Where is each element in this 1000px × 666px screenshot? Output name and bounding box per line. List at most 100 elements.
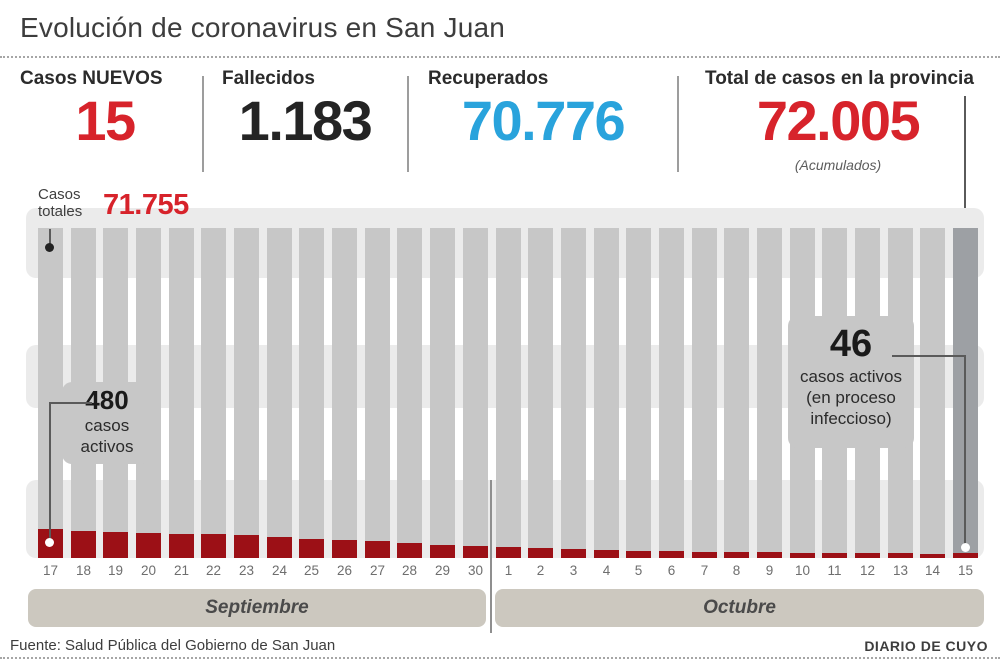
day-label: 29	[434, 563, 451, 578]
total-bar	[561, 228, 586, 558]
day-label: 23	[238, 563, 255, 578]
active-bar	[724, 552, 749, 558]
active-end-connector-v	[964, 355, 966, 545]
stat-value-recuperados: 70.776	[461, 89, 626, 152]
total-bar	[724, 228, 749, 558]
day-label: 19	[107, 563, 124, 578]
stat-divider-1	[202, 76, 204, 172]
totals-pointer-dot	[45, 243, 54, 252]
total-bar	[201, 228, 226, 558]
day-label: 2	[536, 563, 545, 578]
totals-pointer-line	[49, 229, 51, 245]
stat-label-fallecidos: Fallecidos	[222, 68, 315, 89]
active-bar	[594, 550, 619, 558]
day-label: 11	[827, 563, 842, 578]
total-bar	[757, 228, 782, 558]
total-bar	[659, 228, 684, 558]
total-bar	[430, 228, 455, 558]
active-bar	[365, 541, 390, 558]
stat-value-total: 72.005	[756, 89, 921, 152]
total-bar	[463, 228, 488, 558]
total-bar	[332, 228, 357, 558]
active-bar	[332, 540, 357, 558]
day-label: 20	[140, 563, 157, 578]
active-bar	[822, 552, 847, 558]
day-label: 14	[924, 563, 941, 578]
total-bar	[169, 228, 194, 558]
day-label: 22	[205, 563, 222, 578]
day-label: 1	[504, 563, 513, 578]
day-label: 25	[303, 563, 320, 578]
source-text: Fuente: Salud Pública del Gobierno de Sa…	[10, 637, 336, 654]
day-label: 12	[859, 563, 876, 578]
active-bar	[267, 537, 292, 558]
page-title: Evolución de coronavirus en San Juan	[20, 12, 506, 43]
active-end-dot	[961, 543, 970, 552]
active-start-connector-v	[49, 402, 51, 540]
totals-label: Casos totales	[38, 186, 83, 220]
month-band-octubre: Octubre	[495, 589, 984, 627]
active-bar	[397, 543, 422, 558]
active-bar	[953, 553, 978, 558]
active-start-connector-h	[50, 402, 92, 404]
day-label: 4	[602, 563, 611, 578]
active-bar	[234, 535, 259, 558]
day-label: 17	[42, 563, 59, 578]
day-label: 15	[957, 563, 974, 578]
day-label: 6	[667, 563, 676, 578]
active-bar	[790, 552, 815, 558]
active-bar	[103, 532, 128, 558]
active-bar	[169, 534, 194, 558]
day-label: 10	[794, 563, 811, 578]
active-bar	[561, 549, 586, 558]
total-bar	[692, 228, 717, 558]
active-bar	[430, 545, 455, 558]
active-bar	[855, 553, 880, 558]
active-bar	[757, 552, 782, 558]
total-bar	[234, 228, 259, 558]
month-band-septiembre: Septiembre	[28, 589, 486, 627]
day-label: 13	[892, 563, 909, 578]
active-start-dot	[45, 538, 54, 547]
day-label: 8	[732, 563, 741, 578]
active-bar	[528, 548, 553, 558]
total-bar	[496, 228, 521, 558]
totals-start-value: 71.755	[103, 189, 189, 221]
active-bar	[71, 531, 96, 558]
active-start-text: 480 casos activos	[80, 385, 134, 456]
total-bar	[397, 228, 422, 558]
active-bar	[463, 546, 488, 558]
top-dotted-divider	[0, 56, 1000, 58]
stat-label-total: Total de casos en la provincia	[705, 68, 974, 89]
active-bar	[659, 551, 684, 558]
day-label: 28	[401, 563, 418, 578]
day-label: 30	[467, 563, 484, 578]
stat-value-nuevos: 15	[75, 89, 136, 152]
active-bar	[692, 552, 717, 558]
active-bar	[136, 533, 161, 558]
day-label: 26	[336, 563, 353, 578]
active-end-connector-h	[892, 355, 966, 357]
stat-note-acumulados: (Acumulados)	[794, 157, 882, 173]
day-label: 18	[75, 563, 92, 578]
total-bar	[365, 228, 390, 558]
active-start-box	[62, 382, 152, 464]
active-end-box	[788, 316, 914, 448]
total-bar	[626, 228, 651, 558]
active-bar	[201, 534, 226, 558]
active-bar	[496, 547, 521, 558]
total-bar	[594, 228, 619, 558]
day-label: 24	[271, 563, 288, 578]
total-bar	[267, 228, 292, 558]
total-bar	[299, 228, 324, 558]
day-label: 9	[765, 563, 774, 578]
total-bar	[528, 228, 553, 558]
active-bar	[299, 539, 324, 558]
active-end-text: 46 casos activos (en proceso infeccioso)	[799, 323, 903, 428]
bottom-dotted-divider	[0, 657, 1000, 659]
day-label: 27	[369, 563, 386, 578]
stat-value-fallecidos: 1.183	[238, 89, 373, 152]
day-label: 7	[700, 563, 709, 578]
stat-label-nuevos: Casos NUEVOS	[20, 68, 163, 89]
